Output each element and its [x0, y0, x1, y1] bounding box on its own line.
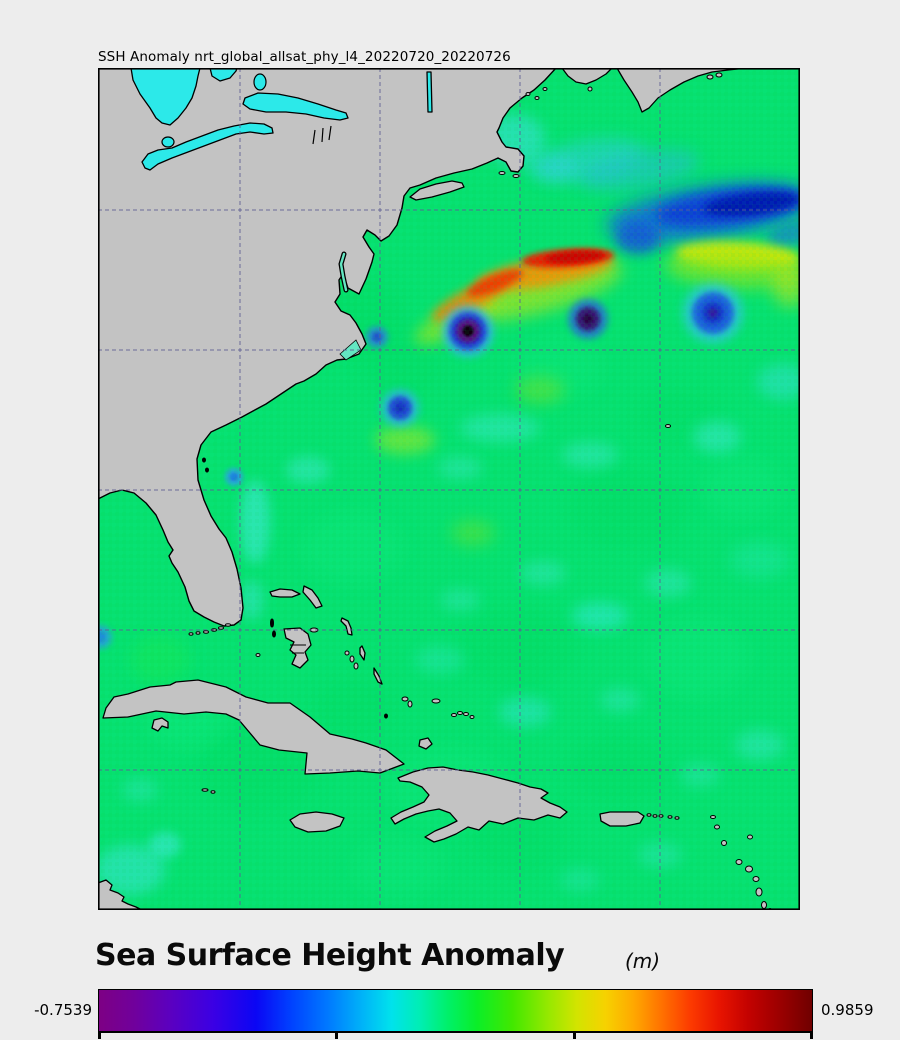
- island-speck: [534, 96, 540, 100]
- island-jamaica: [289, 811, 345, 833]
- island-speck: [735, 859, 743, 865]
- island-hispaniola: [390, 766, 568, 843]
- island-speck: [665, 424, 671, 428]
- island-puerto-rico: [599, 811, 645, 827]
- coast-detail-line: [312, 129, 316, 145]
- colorbar-tick: [335, 1032, 339, 1039]
- island-speck: [646, 813, 652, 817]
- island-inagua: [418, 737, 433, 750]
- island-speck: [270, 618, 274, 628]
- island-speck: [210, 790, 216, 794]
- island-speck: [674, 816, 680, 820]
- colorbar-axis: [98, 1031, 813, 1033]
- island-speck: [384, 713, 388, 719]
- lake-champlain: [426, 71, 433, 113]
- map-title: SSH Anomaly nrt_global_allsat_phy_l4_202…: [98, 49, 511, 65]
- island-speck: [706, 74, 714, 80]
- lake-ontario: [242, 92, 349, 121]
- colorbar-units-label: (m): [625, 949, 661, 973]
- island-speck: [451, 713, 457, 717]
- island-speck: [587, 86, 593, 92]
- mainland-north-america: [97, 67, 557, 627]
- island-speck: [512, 174, 520, 178]
- island-speck: [658, 814, 664, 818]
- lake-erie: [141, 122, 274, 171]
- island-speck: [202, 457, 206, 463]
- island-speck: [457, 711, 463, 715]
- coast-detail-line: [321, 127, 324, 143]
- ssh-anomaly-map: [97, 67, 801, 918]
- island-speck: [195, 631, 201, 635]
- colorbar-tick: [572, 1032, 576, 1039]
- island-speck: [469, 715, 475, 719]
- colorbar-gradient: [98, 989, 813, 1032]
- island-speck: [752, 876, 760, 882]
- island-nova-scotia: [616, 67, 748, 113]
- colorbar-max-label: 0.9859: [821, 1001, 874, 1019]
- island-speck: [401, 696, 409, 702]
- island-speck: [203, 630, 209, 634]
- island-speck: [225, 623, 231, 627]
- island-speck: [715, 72, 723, 78]
- island-speck: [353, 662, 359, 670]
- map-frame: [98, 68, 801, 911]
- island-speck: [349, 655, 355, 663]
- island-speck: [710, 815, 716, 819]
- colorbar-tick: [98, 1032, 101, 1039]
- island-speck: [205, 467, 209, 473]
- island-andros: [283, 627, 312, 669]
- island-speck: [747, 834, 753, 840]
- island-long-island: [409, 180, 465, 201]
- island-cuba: [102, 679, 405, 775]
- island-speck: [498, 171, 506, 175]
- island-speck: [761, 901, 767, 909]
- graticule: [98, 68, 800, 910]
- island-grand-bahama: [269, 588, 301, 598]
- lake-huron: [130, 67, 201, 126]
- chesapeake-bay: [339, 252, 348, 292]
- island-speck: [188, 632, 194, 636]
- island-speck: [272, 630, 276, 638]
- island-speck: [755, 887, 763, 897]
- island-eleuthera: [340, 617, 353, 636]
- island-speck: [201, 788, 209, 792]
- island-speck: [525, 92, 531, 96]
- island-speck: [721, 840, 727, 846]
- colorbar-title: Sea Surface Height Anomaly: [95, 938, 565, 973]
- island-speck: [667, 815, 673, 819]
- island-speck: [218, 626, 224, 630]
- island-speck: [344, 650, 350, 656]
- island-abaco: [302, 585, 323, 609]
- map-figure: [97, 67, 801, 918]
- island-speck: [407, 700, 413, 708]
- colorbar-tick: [810, 1032, 813, 1039]
- colorbar-min-label: -0.7539: [34, 1001, 92, 1019]
- island-speck: [542, 87, 548, 91]
- island-isla-juventud: [151, 717, 169, 732]
- land-layer: [97, 67, 773, 918]
- island-speck: [463, 712, 469, 716]
- small-lake: [161, 136, 175, 148]
- island-speck: [714, 824, 720, 830]
- island-cat-island: [359, 645, 366, 661]
- small-lake: [253, 73, 267, 91]
- island-speck: [745, 865, 753, 873]
- island-speck: [652, 814, 658, 818]
- island-speck: [431, 698, 441, 704]
- island-speck: [255, 653, 261, 657]
- coast-detail-line: [328, 125, 332, 141]
